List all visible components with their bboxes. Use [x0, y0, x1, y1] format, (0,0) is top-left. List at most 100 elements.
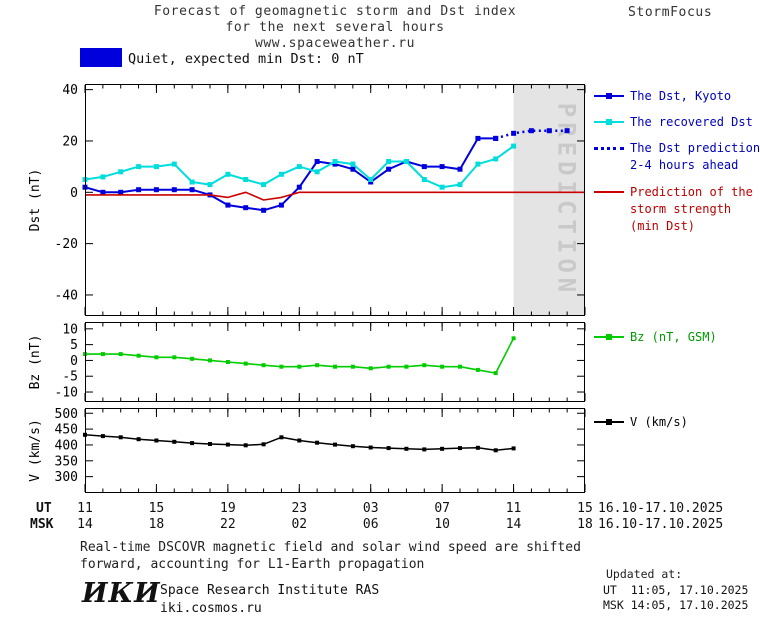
data-point — [243, 361, 248, 366]
title-line-2: for the next several hours — [225, 20, 445, 35]
legend-label-line: The recovered Dst — [630, 115, 753, 129]
data-point — [171, 161, 177, 167]
prediction-band-label: PREDICTION — [552, 103, 580, 298]
data-point — [100, 189, 106, 195]
series-the-dst-prediction-2-4-hours-ahead — [495, 129, 568, 140]
quiet-status-color-box — [80, 48, 122, 67]
legend-label-line: 2-4 hours ahead — [630, 158, 739, 172]
data-point — [421, 177, 427, 182]
msk-tick-label: 14 — [505, 517, 522, 532]
data-point — [172, 355, 177, 360]
series-v-km-s — [84, 434, 514, 452]
data-point — [368, 366, 373, 371]
data-point — [458, 446, 462, 451]
legend-item-v: V (km/s) — [594, 414, 760, 431]
data-point — [439, 184, 445, 190]
legend-label-line: Prediction of the — [630, 185, 753, 199]
data-point — [386, 364, 391, 369]
data-point — [350, 161, 356, 167]
v-marker — [594, 416, 624, 428]
msk-tick-label: 02 — [291, 517, 308, 532]
ut-axis-prefix: UT — [36, 501, 52, 516]
legend-label-bz: Bz (nT, GSM) — [630, 329, 717, 346]
data-point — [315, 363, 320, 368]
data-point — [332, 161, 338, 167]
ut-tick-label: 07 — [434, 501, 450, 516]
updated-at-label: Updated at: — [606, 567, 683, 581]
data-point — [225, 202, 231, 208]
plot-frame — [85, 322, 585, 402]
msk-tick-label: 10 — [434, 517, 450, 532]
legend-label-storm-strength: Prediction of the storm strength (min Ds… — [630, 184, 753, 235]
legend-label-line: storm strength — [630, 202, 732, 216]
data-point — [261, 442, 266, 447]
data-point — [278, 202, 284, 208]
msk-date-range: 16.10-17.10.2025 — [598, 517, 724, 532]
data-point — [136, 187, 142, 193]
data-point — [493, 156, 499, 162]
data-point — [564, 128, 570, 134]
data-point — [386, 446, 391, 451]
legend-label-line: V (km/s) — [630, 415, 688, 429]
data-point — [207, 182, 213, 188]
msk-tick-label: 18 — [148, 517, 165, 532]
square-marker-icon — [606, 334, 612, 340]
data-point — [189, 179, 195, 185]
data-point — [350, 444, 355, 449]
bz-marker — [594, 331, 624, 343]
updated-ut-time: UT 11:05, 17.10.2025 — [603, 583, 749, 597]
y-tick-label: 10 — [62, 322, 78, 337]
data-point — [136, 164, 142, 170]
y-tick-label: 20 — [62, 134, 78, 149]
y-tick-label: 500 — [55, 407, 78, 422]
dst-kyoto-marker — [594, 90, 624, 102]
data-point — [172, 439, 177, 444]
recovered-dst-marker — [594, 116, 624, 128]
data-point — [493, 448, 498, 453]
data-point — [314, 169, 320, 175]
data-point — [153, 187, 159, 193]
data-point — [118, 352, 123, 357]
data-point — [475, 135, 481, 141]
data-point — [546, 128, 552, 134]
data-point — [368, 177, 374, 182]
data-point — [243, 205, 249, 211]
data-point — [189, 187, 195, 193]
data-point — [136, 353, 141, 358]
updated-msk-time: MSK 14:05, 17.10.2025 — [603, 598, 749, 612]
ut-tick-label: 19 — [220, 501, 236, 516]
data-point — [404, 446, 409, 451]
data-point — [315, 440, 320, 445]
dst-prediction-marker — [594, 142, 624, 154]
data-point — [118, 435, 123, 440]
ut-tick-label: 23 — [291, 501, 308, 516]
ut-tick-label: 15 — [148, 501, 165, 516]
data-point — [153, 164, 159, 170]
data-point — [333, 364, 337, 369]
data-point — [297, 438, 302, 443]
msk-tick-label: 22 — [220, 517, 236, 532]
msk-tick-label: 18 — [577, 517, 593, 532]
data-point — [314, 159, 320, 164]
data-point — [171, 187, 177, 193]
square-marker-icon — [606, 93, 612, 99]
data-point — [528, 128, 534, 134]
data-point — [458, 364, 462, 369]
data-point — [368, 445, 373, 450]
data-point — [475, 445, 480, 450]
data-point — [421, 164, 427, 170]
data-point — [475, 161, 481, 167]
legend-item-dst-kyoto: The Dst, Kyoto — [594, 88, 760, 105]
legend-item-bz: Bz (nT, GSM) — [594, 329, 760, 346]
legend-item-dst-prediction: The Dst prediction 2-4 hours ahead — [594, 140, 760, 174]
data-point — [190, 441, 195, 446]
data-point — [440, 446, 445, 451]
note-line-1: Real-time DSCOVR magnetic field and sola… — [80, 540, 581, 555]
data-point — [154, 355, 159, 360]
data-point — [296, 184, 302, 190]
legend-label-line: Bz (nT, GSM) — [630, 330, 717, 344]
legend-dotted-line — [594, 147, 624, 150]
msk-tick-label: 14 — [77, 517, 93, 532]
data-point — [243, 177, 249, 182]
legend-label-dst-kyoto: The Dst, Kyoto — [630, 88, 731, 105]
